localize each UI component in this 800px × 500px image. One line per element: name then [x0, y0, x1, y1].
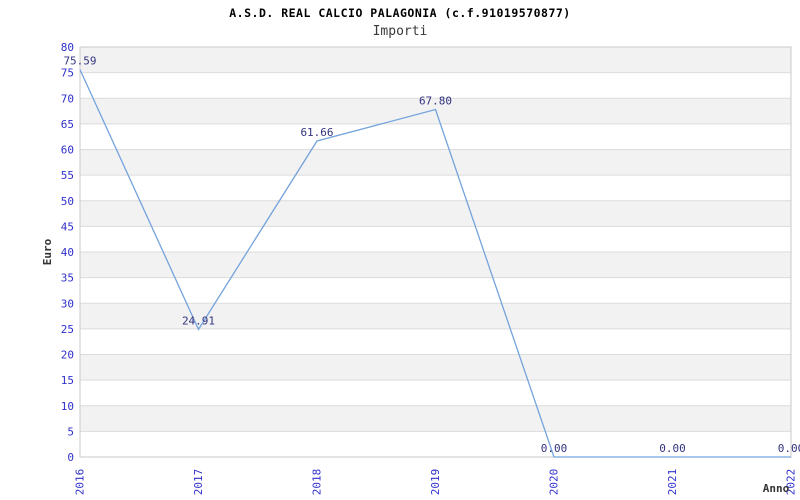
y-tick-label: 40: [61, 246, 74, 259]
band-stripe: [80, 303, 791, 329]
y-tick-label: 25: [61, 323, 74, 336]
band-stripe: [80, 149, 791, 176]
value-label: 24.91: [182, 314, 215, 327]
y-tick-label: 55: [61, 169, 74, 182]
y-axis-title: Euro: [41, 238, 54, 265]
chart-subtitle: Importi: [372, 24, 428, 39]
band-stripe: [80, 252, 791, 278]
x-tick-label: 2019: [429, 469, 442, 496]
chart-title: A.S.D. REAL CALCIO PALAGONIA (c.f.910195…: [229, 6, 571, 20]
x-tick-label: 2016: [74, 469, 87, 496]
band-stripe: [80, 47, 791, 73]
y-tick-label: 15: [61, 374, 74, 387]
value-label: 0.00: [541, 442, 568, 455]
y-tick-label: 60: [61, 144, 74, 157]
y-tick-label: 5: [67, 425, 74, 438]
data-line: [79, 69, 791, 458]
x-tick-label: 2017: [192, 469, 205, 496]
y-tick-label: 20: [61, 349, 74, 362]
x-axis-title: Anno: [763, 482, 790, 495]
x-tick-label: 2022: [785, 469, 798, 496]
y-tick-label: 80: [61, 41, 74, 54]
x-tick-label: 2020: [548, 469, 561, 496]
value-label: 0.00: [659, 442, 686, 455]
x-tick-label: 2021: [666, 469, 679, 496]
value-label: 75.59: [63, 55, 96, 68]
value-label: 0.00: [778, 442, 800, 455]
y-tick-label: 35: [61, 272, 74, 285]
y-tick-label: 45: [61, 220, 74, 233]
y-tick-label: 65: [61, 118, 74, 131]
band-stripe: [80, 354, 791, 381]
y-tick-label: 70: [61, 92, 74, 105]
y-tick-label: 75: [61, 67, 74, 80]
y-tick-label: 10: [61, 400, 74, 413]
band-stripe: [80, 405, 791, 432]
y-tick-label: 0: [67, 451, 74, 464]
y-tick-label: 50: [61, 195, 74, 208]
x-tick-label: 2018: [311, 469, 324, 496]
y-tick-label: 30: [61, 297, 74, 310]
band-stripe: [80, 200, 791, 227]
plot-border: [79, 46, 792, 458]
value-label: 61.66: [300, 126, 333, 139]
value-label: 67.80: [419, 95, 452, 108]
